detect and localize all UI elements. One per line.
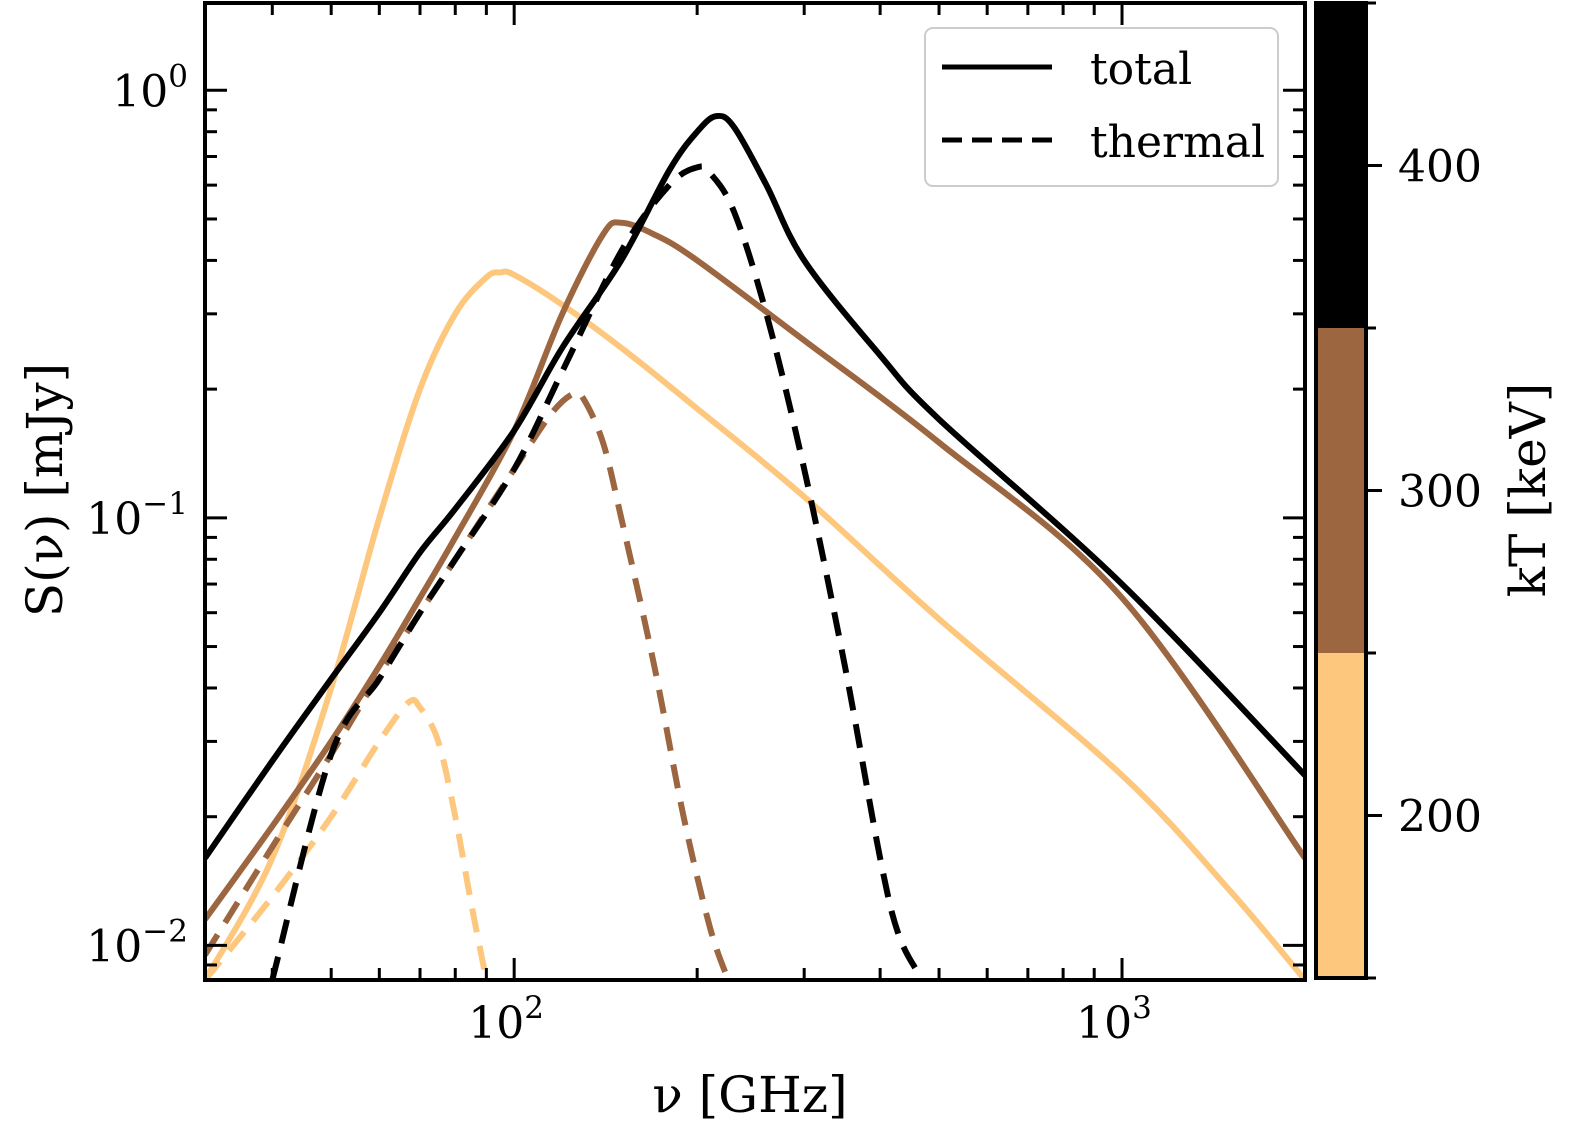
colorbar-tick-label: 300 — [1398, 467, 1482, 518]
colorbar-label: kT [keV] — [1499, 383, 1557, 598]
series-line-thermal-kt-400-kev — [269, 163, 926, 980]
tick-label-layer: 102 103 10−2 10−1 100 — [86, 58, 1152, 1049]
y-tick-label: 100 — [112, 58, 188, 117]
colorbar-bin — [1316, 3, 1366, 328]
x-axis-label: ν [GHz] — [652, 1066, 847, 1124]
series-line-total-kt-300-kev — [205, 219, 1305, 922]
plot-frame — [203, 1, 1307, 982]
colorbar-bin — [1316, 328, 1366, 653]
tick-layer — [205, 3, 1307, 980]
series-line-thermal-kt-200-kev — [205, 696, 490, 980]
y-axis-label: S(ν) [mJy] — [16, 363, 74, 617]
colorbar-bin — [1316, 653, 1366, 978]
colorbar-frame — [1314, 1, 1368, 980]
series-line-total-kt-400-kev — [205, 112, 1305, 860]
colorbar-tick-label: 200 — [1398, 792, 1482, 843]
colorbar — [1316, 3, 1366, 978]
x-tick-label: 103 — [1076, 990, 1152, 1049]
series-line-total-kt-200-kev — [205, 268, 1305, 980]
legend: total thermal — [924, 27, 1279, 187]
legend-label-total: total — [1090, 44, 1192, 95]
colorbar-ticks: 200 300 400 — [1366, 1, 1482, 980]
series-layer — [205, 112, 1305, 980]
series-line-thermal-kt-300-kev — [205, 389, 732, 980]
x-tick-label: 102 — [468, 990, 544, 1049]
y-tick-label: 10−2 — [86, 913, 188, 972]
y-tick-label: 10−1 — [86, 486, 188, 545]
colorbar-tick-label: 400 — [1398, 142, 1482, 193]
legend-label-thermal: thermal — [1090, 117, 1265, 168]
